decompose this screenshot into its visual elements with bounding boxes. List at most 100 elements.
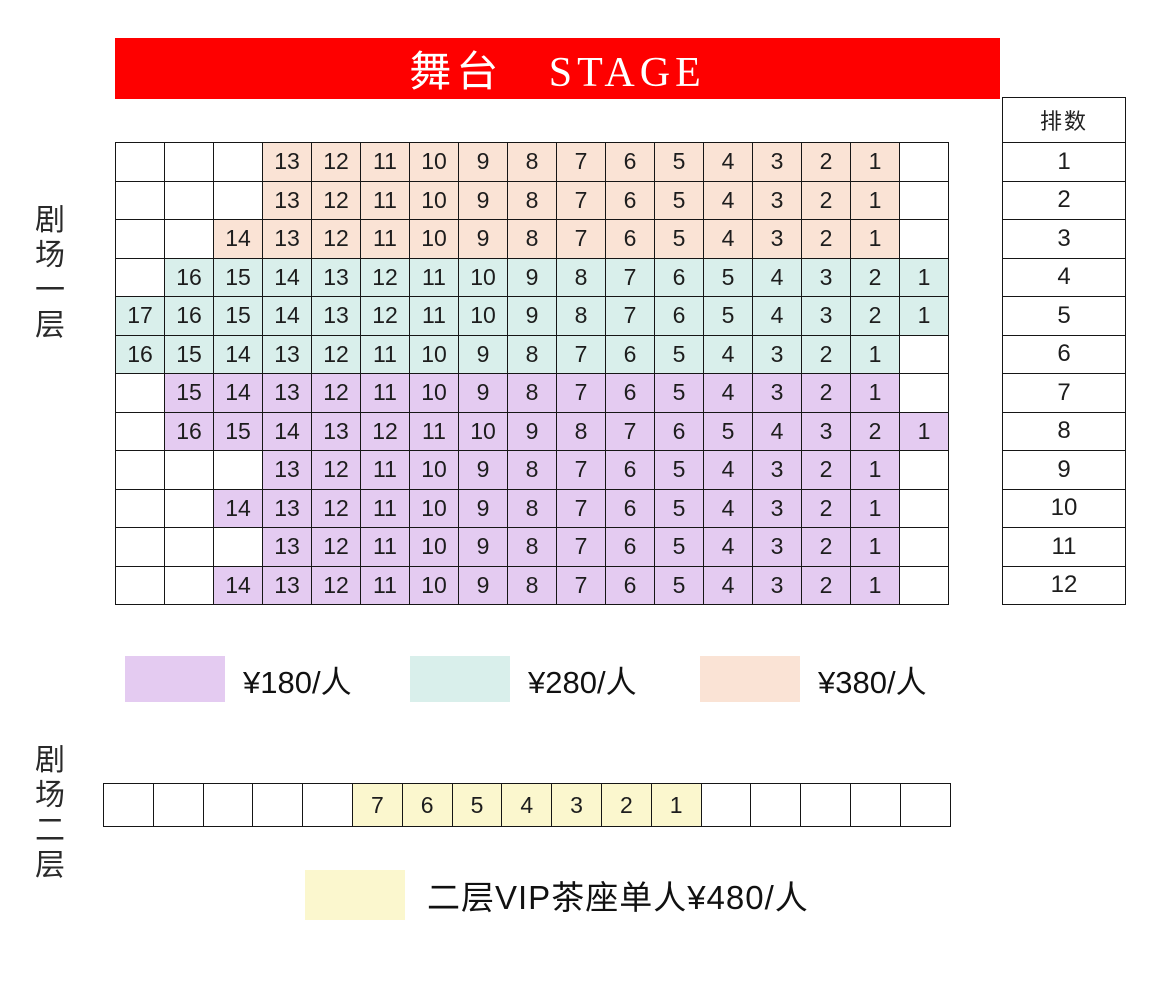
seat-cell[interactable]: 1 [851,374,900,413]
seat-cell[interactable]: 14 [263,297,312,336]
seat-cell[interactable]: 12 [312,181,361,220]
seat-cell[interactable]: 14 [214,335,263,374]
seat-cell[interactable]: 6 [655,297,704,336]
vip-seat-cell[interactable]: 4 [502,784,553,827]
seat-cell[interactable]: 11 [410,412,459,451]
seat-cell[interactable]: 8 [508,181,557,220]
seat-cell[interactable]: 12 [312,220,361,259]
seat-cell[interactable]: 13 [263,451,312,490]
seat-cell[interactable]: 3 [802,258,851,297]
seat-cell[interactable]: 12 [312,335,361,374]
seat-cell[interactable]: 7 [557,489,606,528]
seat-cell[interactable]: 16 [165,258,214,297]
seat-cell[interactable]: 7 [557,220,606,259]
seat-cell[interactable]: 10 [410,220,459,259]
seat-cell[interactable]: 11 [361,335,410,374]
seat-cell[interactable]: 8 [508,143,557,182]
seat-cell[interactable]: 5 [704,297,753,336]
seat-cell[interactable]: 1 [851,451,900,490]
seat-cell[interactable]: 11 [361,220,410,259]
seat-cell[interactable]: 7 [557,143,606,182]
seat-cell[interactable]: 1 [851,489,900,528]
seat-cell[interactable]: 13 [312,297,361,336]
seat-cell[interactable]: 2 [851,258,900,297]
seat-cell[interactable]: 9 [459,374,508,413]
seat-cell[interactable]: 13 [312,258,361,297]
seat-cell[interactable]: 7 [557,374,606,413]
seat-cell[interactable]: 3 [753,528,802,567]
seat-cell[interactable]: 4 [704,489,753,528]
seat-cell[interactable]: 13 [263,220,312,259]
seat-cell[interactable]: 11 [410,258,459,297]
seat-cell[interactable]: 5 [655,335,704,374]
seat-cell[interactable]: 14 [214,374,263,413]
seat-cell[interactable]: 16 [116,335,165,374]
seat-cell[interactable]: 9 [459,528,508,567]
seat-cell[interactable]: 8 [508,566,557,605]
seat-cell[interactable]: 6 [606,451,655,490]
seat-cell[interactable]: 4 [704,374,753,413]
seat-cell[interactable]: 2 [802,220,851,259]
seat-cell[interactable]: 1 [851,566,900,605]
seat-cell[interactable]: 1 [851,528,900,567]
seat-cell[interactable]: 11 [361,143,410,182]
vip-seat-cell[interactable]: 6 [402,784,453,827]
seat-cell[interactable]: 3 [753,566,802,605]
seat-cell[interactable]: 13 [263,181,312,220]
seat-cell[interactable]: 2 [802,374,851,413]
seat-cell[interactable]: 14 [263,412,312,451]
vip-seat-cell[interactable]: 7 [352,784,403,827]
seat-cell[interactable]: 6 [655,258,704,297]
seat-cell[interactable]: 12 [312,566,361,605]
seat-cell[interactable]: 5 [655,220,704,259]
seat-cell[interactable]: 9 [459,451,508,490]
seat-cell[interactable]: 1 [900,412,949,451]
seat-cell[interactable]: 6 [606,374,655,413]
seat-cell[interactable]: 10 [410,335,459,374]
seat-cell[interactable]: 6 [606,181,655,220]
seat-cell[interactable]: 15 [165,335,214,374]
seat-cell[interactable]: 8 [508,335,557,374]
seat-cell[interactable]: 14 [214,566,263,605]
seat-cell[interactable]: 5 [655,566,704,605]
seat-cell[interactable]: 12 [312,451,361,490]
seat-cell[interactable]: 2 [802,451,851,490]
seat-cell[interactable]: 3 [802,297,851,336]
seat-cell[interactable]: 9 [459,566,508,605]
vip-seat-cell[interactable]: 5 [452,784,503,827]
seat-cell[interactable]: 7 [606,412,655,451]
seat-cell[interactable]: 13 [263,143,312,182]
seat-cell[interactable]: 9 [508,297,557,336]
seat-cell[interactable]: 3 [753,181,802,220]
seat-cell[interactable]: 4 [704,335,753,374]
seat-cell[interactable]: 4 [704,566,753,605]
seat-cell[interactable]: 4 [753,412,802,451]
seat-cell[interactable]: 1 [900,258,949,297]
seat-cell[interactable]: 5 [655,528,704,567]
seat-cell[interactable]: 9 [508,258,557,297]
seat-cell[interactable]: 11 [361,566,410,605]
seat-cell[interactable]: 10 [459,297,508,336]
seat-cell[interactable]: 13 [263,489,312,528]
seat-cell[interactable]: 8 [557,258,606,297]
seat-cell[interactable]: 4 [753,258,802,297]
seat-cell[interactable]: 5 [655,489,704,528]
seat-cell[interactable]: 2 [802,489,851,528]
seat-cell[interactable]: 8 [508,451,557,490]
seat-cell[interactable]: 1 [851,220,900,259]
seat-cell[interactable]: 8 [557,412,606,451]
seat-cell[interactable]: 10 [410,374,459,413]
seat-cell[interactable]: 6 [606,143,655,182]
seat-cell[interactable]: 10 [410,489,459,528]
seat-cell[interactable]: 5 [655,374,704,413]
seat-cell[interactable]: 5 [704,258,753,297]
seat-cell[interactable]: 7 [557,181,606,220]
seat-cell[interactable]: 10 [459,412,508,451]
seat-cell[interactable]: 10 [410,528,459,567]
seat-cell[interactable]: 11 [361,528,410,567]
seat-cell[interactable]: 4 [704,220,753,259]
seat-cell[interactable]: 9 [508,412,557,451]
seat-cell[interactable]: 1 [851,143,900,182]
seat-cell[interactable]: 4 [704,143,753,182]
seat-cell[interactable]: 3 [753,220,802,259]
